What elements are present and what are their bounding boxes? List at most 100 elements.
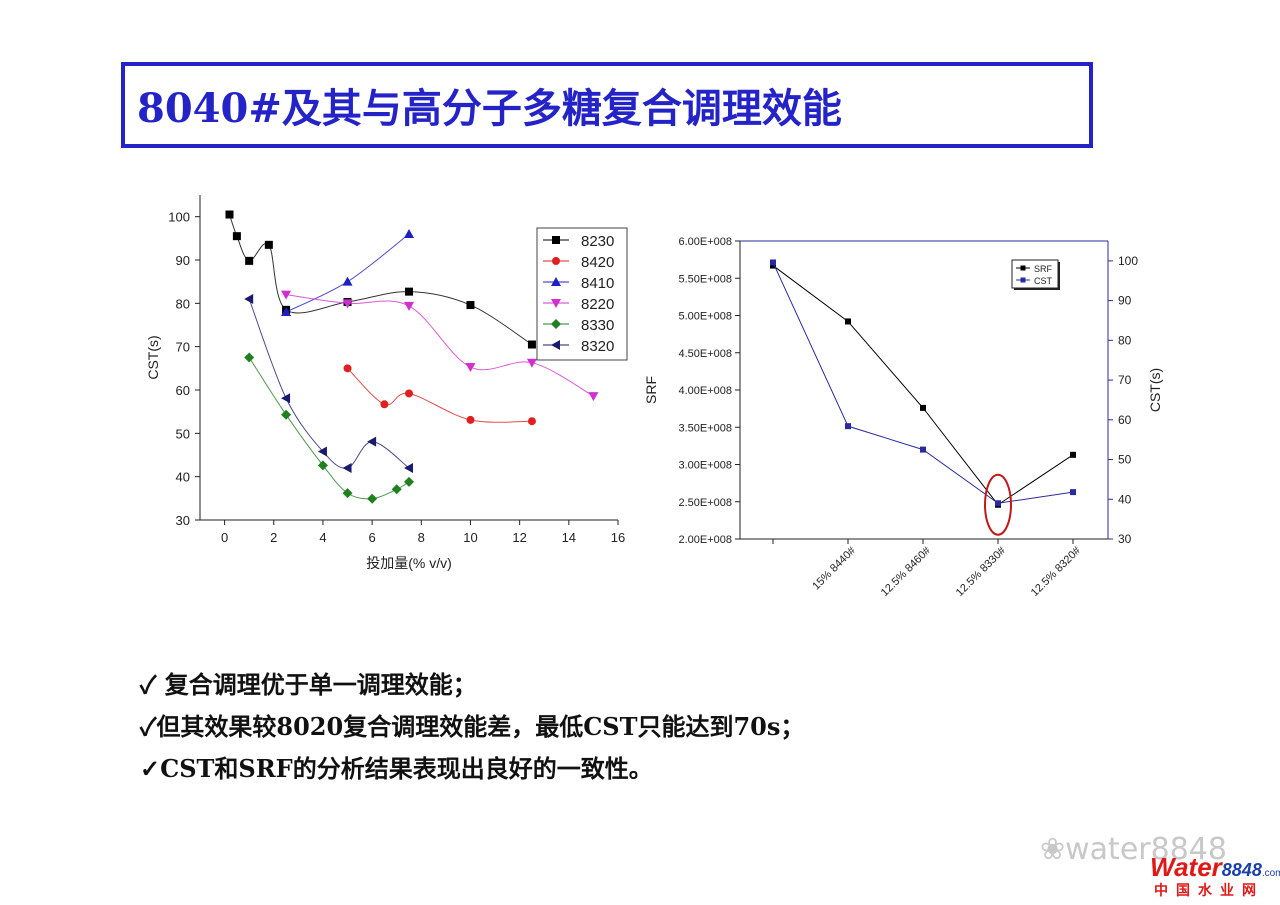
logo-word: Water: [1150, 852, 1222, 882]
chart2-legend-label-CST: CST: [1034, 276, 1053, 286]
chart2-point-SRF: [1070, 451, 1076, 458]
chart1-y-tick-label: 30: [176, 513, 190, 528]
chart2-y-tick-label: 5.50E+008: [678, 273, 732, 285]
chart1-point-8230: [466, 301, 475, 310]
chart1-legend-marker-8420: [552, 257, 560, 265]
chart1-point-8220: [281, 290, 292, 300]
chart2-legend-marker-CST: [1020, 277, 1026, 283]
chart1-point-8320: [404, 463, 413, 473]
chart1-point-8320: [317, 446, 327, 457]
chart1-x-tick-label: 14: [562, 530, 576, 545]
chart2-y2-tick-label: 60: [1118, 413, 1132, 427]
chart1-series-line-8320: [248, 298, 410, 469]
chart2-legend: [1011, 259, 1059, 289]
chart1-y-tick-label: 80: [176, 296, 190, 311]
chart2-y-tick-label: 2.00E+008: [678, 534, 732, 546]
chart2-y2-tick-label: 100: [1118, 254, 1138, 268]
chart2-x-tick-label: 12.5% 8330#: [954, 544, 1009, 599]
chart1-legend-marker-8220: [551, 299, 561, 308]
chart1-point-8330: [342, 488, 353, 499]
chart2-legend-label-SRF: SRF: [1034, 264, 1053, 274]
chart1-legend-marker-8410: [551, 277, 561, 286]
chart1-series-line-8420: [347, 367, 532, 423]
chart1-point-8230: [245, 256, 254, 265]
chart2-point-SRF: [845, 318, 851, 325]
chart2-y2-tick-label: 70: [1118, 373, 1132, 387]
bullet-1: ✓ 复合调理优于单一调理效能；: [140, 670, 477, 699]
logo-com: .com: [1261, 868, 1280, 879]
chart1-y-tick-label: 70: [176, 340, 190, 355]
chart1-point-8220: [526, 358, 537, 368]
chart2-y-tick-label: 4.00E+008: [678, 385, 732, 397]
chart1-legend-label-8320: 8320: [581, 338, 614, 355]
chart2-y2-tick-label: 40: [1118, 492, 1132, 506]
title-box: 8040#及其与高分子多糖复合调理效能: [121, 62, 1093, 148]
chart2-point-CST: [920, 446, 926, 453]
chart2-y2-label: CST(s): [1147, 368, 1163, 412]
logo-cn: 中国水业网: [1154, 883, 1264, 899]
chart1-x-tick-label: 2: [270, 530, 277, 545]
chart1-point-8330: [391, 484, 402, 495]
chart1-point-8420: [527, 417, 536, 426]
chart2-point-CST: [845, 423, 851, 430]
chart2-point-CST: [995, 500, 1001, 507]
chart2-y-tick-label: 5.00E+008: [678, 311, 732, 323]
chart1-point-8330: [404, 476, 414, 487]
chart1-x-tick-label: 4: [319, 530, 326, 545]
chart2-point-CST: [770, 259, 776, 266]
site-logo: Water8848.com 中国水业网: [1150, 852, 1280, 902]
chart1-point-8420: [343, 364, 352, 373]
chart1-x-tick-label: 10: [463, 530, 477, 545]
chart2-y-tick-label: 3.50E+008: [678, 422, 732, 434]
chart1-point-8230: [232, 232, 241, 241]
chart1-y-tick-label: 40: [176, 470, 190, 485]
chart2-point-CST: [1070, 489, 1076, 496]
chart2-y-tick-label: 2.50E+008: [678, 497, 732, 509]
chart1-point-8420: [405, 389, 413, 398]
chart1-y-tick-label: 60: [176, 383, 190, 398]
chart2-y-tick-label: 6.00E+008: [678, 236, 732, 248]
watermark-text: water8848: [1065, 832, 1227, 867]
chart1-point-8230: [405, 287, 413, 296]
chart1-legend-marker-8230: [552, 236, 560, 244]
chart2-legend-marker-SRF: [1020, 265, 1026, 271]
chart1-point-8230: [527, 340, 536, 349]
chart1-legend-marker-8330: [551, 319, 561, 329]
chart1-point-8230: [225, 210, 234, 219]
chart1-point-8220: [588, 392, 599, 402]
chart1-x-label: 投加量(% v/v): [366, 555, 452, 571]
chart1-legend: [536, 227, 628, 361]
chart1-x-tick-label: 6: [369, 530, 376, 545]
page-title: 8040#及其与高分子多糖复合调理效能: [137, 85, 842, 132]
bullet-2: ✓但其效果较8020复合调理效能差，最低CST只能达到70s；: [140, 712, 805, 741]
chart1-point-8330: [317, 460, 328, 471]
chart1-x-tick-label: 8: [418, 530, 425, 545]
logo-num: 8848: [1221, 860, 1262, 880]
chart1-point-8320: [342, 463, 352, 473]
chart1-point-8220: [404, 301, 414, 311]
chart1-point-8320: [367, 436, 377, 447]
chart2-point-SRF: [920, 404, 926, 411]
chart1-y-tick-label: 50: [176, 426, 190, 441]
watermark: ❀water8848: [1040, 832, 1227, 867]
chart1-legend-label-8410: 8410: [581, 275, 614, 292]
chart1-point-8320: [244, 294, 254, 304]
conclusion-list: ✓ 复合调理优于单一调理效能； ✓但其效果较8020复合调理效能差，最低CST只…: [140, 664, 804, 790]
chart1-point-8420: [466, 415, 475, 424]
chart1-legend-marker-8320: [551, 340, 560, 350]
chart2-x-tick-label: 12.5% 8320#: [1029, 544, 1084, 599]
chart2-x-tick-label: 12.5% 8460#: [879, 544, 934, 599]
chart1-y-label: CST(s): [145, 335, 161, 379]
chart2-y-label: SRF: [643, 376, 659, 404]
chart1-point-8410: [404, 229, 414, 238]
chart2-highlight-ellipse: [984, 473, 1012, 536]
bullet-3: ✓CST和SRF的分析结果表现出良好的一致性。: [140, 754, 653, 783]
chart1-series-line-8230: [229, 214, 533, 345]
chart1-point-8330: [281, 409, 292, 420]
chart1-x-tick-label: 16: [611, 530, 625, 545]
chart1-x-tick-label: 12: [512, 530, 526, 545]
chart2-y2-tick-label: 80: [1118, 333, 1132, 347]
chart2-x-tick-label: 15% 8440#: [810, 544, 858, 592]
chart1-point-8230: [264, 240, 273, 249]
chart2-y-tick-label: 4.50E+008: [678, 348, 732, 360]
